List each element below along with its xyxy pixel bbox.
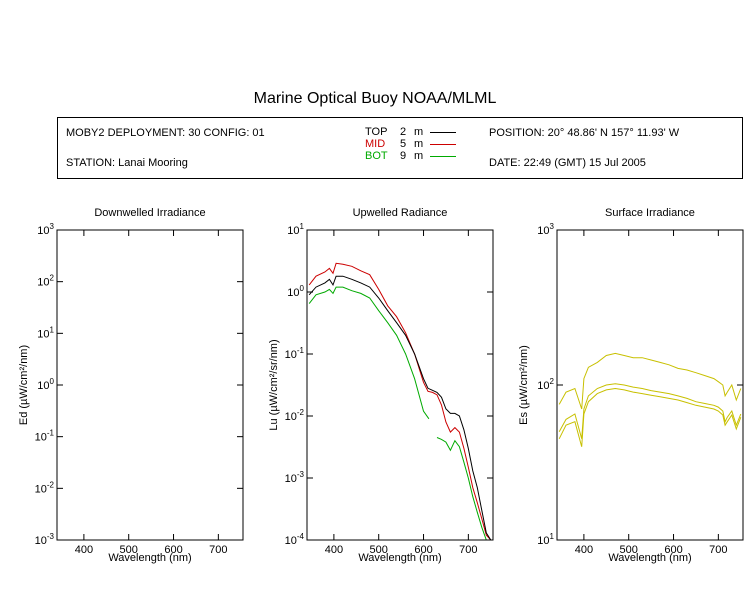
x-axis-label: Wavelength (nm) bbox=[108, 552, 191, 564]
y-tick-label: 101 bbox=[287, 222, 304, 237]
plot-frame bbox=[56, 229, 244, 541]
x-tick-label: 600 bbox=[664, 544, 682, 556]
y-axis-label: Lu (µW/cm²/sr/nm) bbox=[268, 339, 280, 430]
y-tick-label: 102 bbox=[37, 274, 54, 289]
x-tick-label: 500 bbox=[370, 544, 388, 556]
x-tick-label: 600 bbox=[164, 544, 182, 556]
series-line-1-0 bbox=[308, 262, 492, 540]
plot-frame bbox=[556, 229, 744, 541]
series-line-2-2 bbox=[558, 387, 742, 447]
y-tick-label: 103 bbox=[37, 222, 54, 237]
y-tick-label: 10-1 bbox=[35, 429, 55, 444]
x-tick-label: 700 bbox=[709, 544, 727, 556]
date-text: DATE: 22:49 (GMT) 15 Jul 2005 bbox=[489, 157, 646, 169]
x-tick-label: 500 bbox=[120, 544, 138, 556]
legend-depth-top: 2 bbox=[400, 126, 407, 138]
legend-depth-mid: 5 bbox=[400, 138, 407, 150]
y-tick-label: 10-3 bbox=[35, 532, 55, 547]
series-line-1-2 bbox=[308, 286, 430, 420]
x-tick-label: 400 bbox=[325, 544, 343, 556]
y-tick-label: 101 bbox=[537, 532, 554, 547]
x-tick-label: 400 bbox=[575, 544, 593, 556]
legend-label-top: TOP bbox=[365, 126, 388, 138]
y-tick-label: 100 bbox=[37, 377, 54, 392]
deployment-text: MOBY2 DEPLOYMENT: 30 CONFIG: 01 bbox=[66, 127, 265, 139]
info-panel: MOBY2 DEPLOYMENT: 30 CONFIG: 01 STATION:… bbox=[57, 117, 743, 179]
y-tick-label: 10-1 bbox=[285, 346, 305, 361]
y-axis-label: Ed (µW/cm²/nm) bbox=[18, 345, 30, 425]
chart-main-title: Marine Optical Buoy NOAA/MLML bbox=[253, 90, 497, 107]
legend-unit-mid: m bbox=[414, 138, 424, 150]
legend-line-top bbox=[430, 132, 456, 133]
y-tick-label: 10-4 bbox=[285, 532, 305, 547]
x-tick-label: 500 bbox=[620, 544, 638, 556]
y-tick-label: 10-3 bbox=[285, 470, 305, 485]
series-line-1-1 bbox=[308, 275, 492, 540]
y-tick-label: 100 bbox=[287, 284, 304, 299]
y-tick-label: 10-2 bbox=[285, 408, 305, 423]
plot-frame bbox=[306, 229, 494, 541]
y-tick-label: 103 bbox=[537, 222, 554, 237]
legend-unit-bot: m bbox=[414, 150, 424, 162]
x-tick-label: 600 bbox=[414, 544, 432, 556]
y-tick-label: 10-2 bbox=[35, 480, 55, 495]
position-text: POSITION: 20° 48.86' N 157° 11.93' W bbox=[489, 127, 680, 139]
x-tick-label: 700 bbox=[209, 544, 227, 556]
station-text: STATION: Lanai Mooring bbox=[66, 157, 188, 169]
y-tick-label: 101 bbox=[37, 325, 54, 340]
series-line-2-1 bbox=[558, 383, 742, 439]
x-axis-label: Wavelength (nm) bbox=[608, 552, 691, 564]
legend-label-bot: BOT bbox=[365, 150, 388, 162]
y-tick-label: 102 bbox=[537, 377, 554, 392]
y-axis-label: Es (µW/cm²/nm) bbox=[518, 345, 530, 425]
series-line-1-3 bbox=[436, 437, 491, 540]
legend-label-mid: MID bbox=[365, 138, 386, 150]
legend-depth-bot: 9 bbox=[400, 150, 407, 162]
plot-title: Downwelled Irradiance bbox=[94, 207, 205, 219]
legend-unit-top: m bbox=[414, 126, 424, 138]
legend-line-bot bbox=[430, 156, 456, 157]
series-line-2-0 bbox=[558, 352, 742, 410]
plot-title: Surface Irradiance bbox=[605, 207, 695, 219]
plot-title: Upwelled Radiance bbox=[353, 207, 448, 219]
legend-line-mid bbox=[430, 144, 456, 145]
x-axis-label: Wavelength (nm) bbox=[358, 552, 441, 564]
x-tick-label: 700 bbox=[459, 544, 477, 556]
x-tick-label: 400 bbox=[75, 544, 93, 556]
